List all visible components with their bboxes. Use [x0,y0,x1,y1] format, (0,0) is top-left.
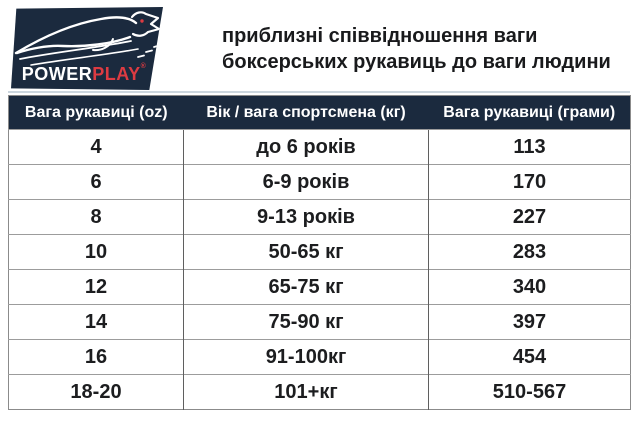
table-row: 14 75-90 кг 397 [8,304,631,340]
glove-oz-cell: 14 [8,304,184,340]
table-header-row: Вага рукавиці (oz) Вік / вага спортсмена… [8,95,631,130]
athlete-weight-cell: 75-90 кг [183,304,429,340]
column-header-glove-grams: Вага рукавиці (грами) [428,95,631,130]
glove-oz-cell: 4 [8,129,184,165]
glove-oz-cell: 12 [8,269,184,305]
table-row: 8 9-13 років 227 [8,199,631,235]
logo-power-text: POWER [21,64,93,84]
athlete-weight-cell: 91-100кг [183,339,429,375]
title-line-1: приблизні співвідношення ваги [222,25,538,47]
glove-grams-cell: 340 [428,269,631,305]
glove-grams-cell: 170 [428,164,631,200]
athlete-weight-cell: 65-75 кг [183,269,429,305]
athlete-weight-cell: до 6 років [183,129,429,165]
glove-grams-cell: 113 [428,129,631,165]
athlete-weight-cell: 101+кг [183,374,429,410]
column-header-glove-oz: Вага рукавиці (oz) [8,95,184,130]
glove-oz-cell: 16 [8,339,184,375]
glove-weight-table: Вага рукавиці (oz) Вік / вага спортсмена… [8,95,631,410]
table-row: 16 91-100кг 454 [8,339,631,375]
logo-wordmark: POWERPLAY® [11,63,157,85]
glove-oz-cell: 8 [8,199,184,235]
panther-icon [14,11,161,66]
glove-oz-cell: 6 [8,164,184,200]
logo-play-text: PLAY [92,64,141,84]
powerplay-logo: POWERPLAY® [11,7,163,90]
table-top-accent-line [8,91,630,93]
athlete-weight-cell: 6-9 років [183,164,429,200]
table-row: 4 до 6 років 113 [8,129,631,165]
glove-grams-cell: 227 [428,199,631,235]
page-title: приблизні співвідношення ваги боксерськи… [222,23,632,75]
athlete-weight-cell: 50-65 кг [183,234,429,270]
table-row: 10 50-65 кг 283 [8,234,631,270]
athlete-weight-cell: 9-13 років [183,199,429,235]
glove-grams-cell: 397 [428,304,631,340]
glove-oz-cell: 18-20 [8,374,184,410]
glove-grams-cell: 510-567 [428,374,631,410]
glove-grams-cell: 283 [428,234,631,270]
glove-oz-cell: 10 [8,234,184,270]
table-row: 18-20 101+кг 510-567 [8,374,631,410]
registered-trademark-icon: ® [140,63,147,70]
title-line-2: боксерських рукавиць до ваги людини [222,51,611,73]
column-header-age-weight: Вік / вага спортсмена (кг) [183,95,429,130]
glove-grams-cell: 454 [428,339,631,375]
table-row: 6 6-9 років 170 [8,164,631,200]
table-row: 12 65-75 кг 340 [8,269,631,305]
